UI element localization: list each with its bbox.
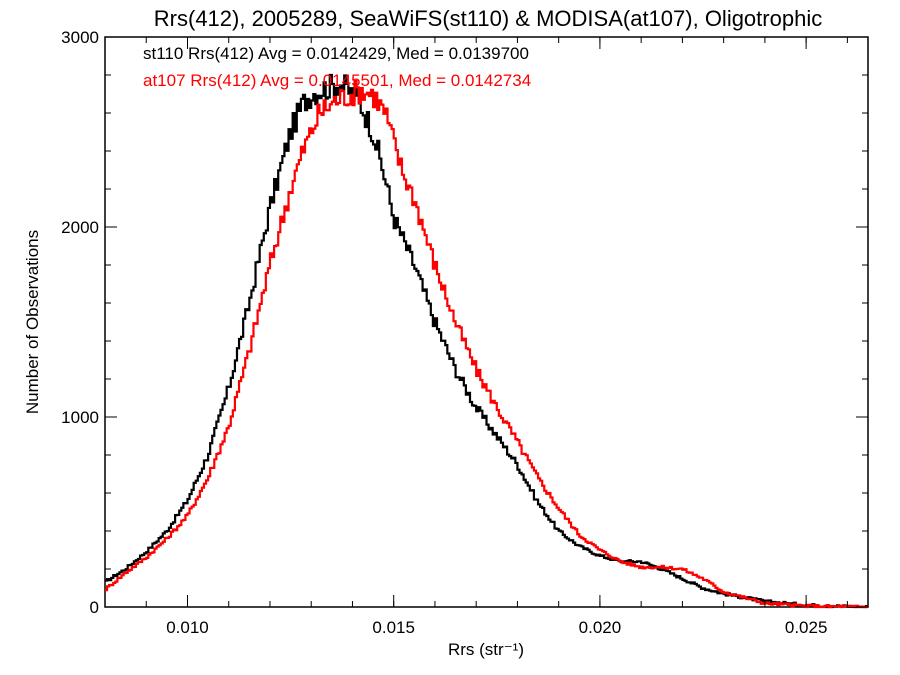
- legend: st110 Rrs(412) Avg = 0.0142429, Med = 0.…: [143, 44, 531, 90]
- x-tick-label: 0.015: [372, 618, 415, 637]
- x-tick-label: 0.020: [579, 618, 622, 637]
- axis-ticks: 0.010 0.015 0.020 0.025 0 1000 2000 3000: [61, 28, 868, 637]
- x-tick-label: 0.025: [785, 618, 828, 637]
- chart-title: Rrs(412), 2005289, SeaWiFS(st110) & MODI…: [154, 6, 822, 31]
- y-tick-label: 3000: [61, 28, 99, 47]
- x-tick-label: 0.010: [166, 618, 209, 637]
- plot-area: [104, 36, 869, 608]
- series-layer: [105, 73, 868, 609]
- y-tick-label: 1000: [61, 408, 99, 427]
- y-axis-label: Number of Observations: [23, 230, 42, 414]
- y-tick-label: 0: [90, 598, 99, 617]
- y-tick-label: 2000: [61, 218, 99, 237]
- x-axis-label: Rrs (str⁻¹): [448, 640, 524, 659]
- legend-entry-2: at107 Rrs(412) Avg = 0.0145501, Med = 0.…: [143, 71, 531, 90]
- plot-border: [104, 36, 869, 608]
- legend-entry-1: st110 Rrs(412) Avg = 0.0142429, Med = 0.…: [143, 44, 529, 63]
- series-line-2: [105, 79, 868, 609]
- series-line-1: [105, 73, 868, 609]
